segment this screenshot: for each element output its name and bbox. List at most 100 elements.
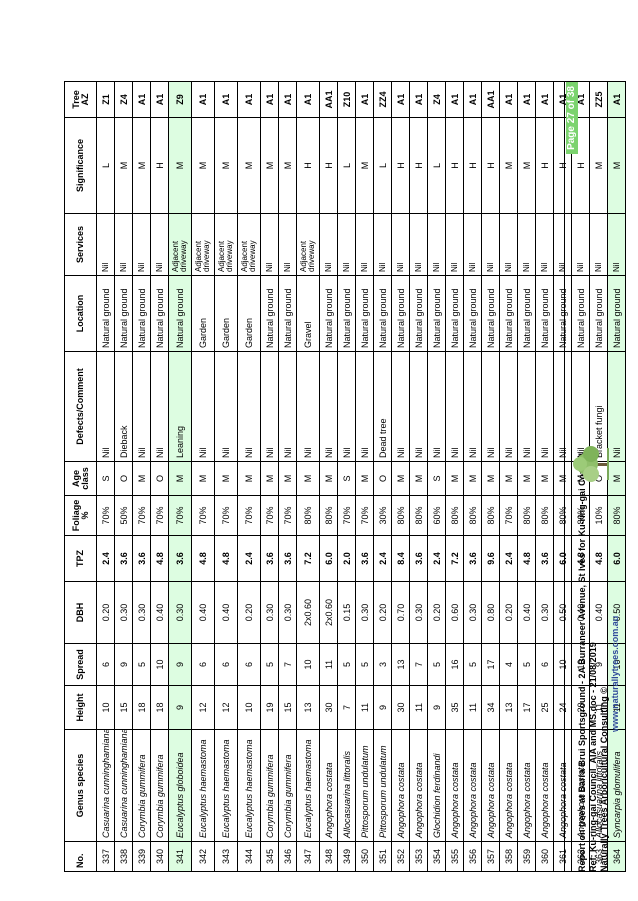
services-cell: Adjacent driveway [214, 213, 238, 276]
spread-cell: 17 [481, 643, 500, 686]
table-row: 354 Glochidion ferdinandi 9 5 0.20 2.4 60% S Nil… [427, 81, 446, 872]
defects-cell: Nil [319, 351, 338, 462]
services-cell: Nil [114, 213, 133, 276]
footer-website-link[interactable]: www.naturallytrees.com.au [610, 615, 620, 732]
services-cell: Adjacent driveway [191, 213, 215, 276]
tree-az-cell: A1 [535, 81, 554, 118]
spread-cell: 6 [214, 643, 238, 686]
tree-assessment-table: No. Genus species Height Spread DBH TPZ … [64, 81, 626, 872]
height-cell: 11 [463, 685, 482, 730]
tpz-cell: 4.8 [150, 535, 169, 582]
location-cell: Natural ground [355, 275, 374, 352]
height-cell: 13 [296, 685, 320, 730]
tpz-cell: 4.8 [517, 535, 536, 582]
header-genus-species: Genus species [64, 729, 97, 842]
row-number: 337 [96, 841, 115, 872]
table-row: 353 Angophora costata 11 7 0.30 3.6 80% M Nil Nat… [409, 81, 428, 872]
table-row: 342 Eucalyptus haemastoma 12 6 0.40 4.8 70% M Ni… [191, 81, 215, 872]
row-number: 342 [191, 841, 215, 872]
footer-divider [564, 82, 565, 872]
significance-cell: L [96, 117, 115, 214]
foliage-cell: 70% [132, 495, 151, 536]
foliage-cell: 70% [278, 495, 297, 536]
foliage-cell: 80% [517, 495, 536, 536]
spread-cell: 3 [373, 643, 392, 686]
age-class-cell: M [168, 461, 192, 496]
tpz-cell: 3.6 [114, 535, 133, 582]
dbh-cell: 0.20 [96, 581, 115, 644]
height-cell: 9 [373, 685, 392, 730]
defects-cell: Nil [427, 351, 446, 462]
spread-cell: 6 [96, 643, 115, 686]
tpz-cell: 2.4 [499, 535, 518, 582]
services-cell: Nil [535, 213, 554, 276]
genus-species-cell: Angophora costata [481, 729, 500, 842]
table-header-row: No. Genus species Height Spread DBH TPZ … [64, 81, 97, 872]
tpz-cell: 2.4 [96, 535, 115, 582]
significance-cell: M [499, 117, 518, 214]
dbh-cell: 0.30 [168, 581, 192, 644]
genus-species-cell: Angophora costata [319, 729, 338, 842]
foliage-cell: 80% [535, 495, 554, 536]
defects-cell: Nil [481, 351, 500, 462]
genus-species-cell: Corymbia gummifera [278, 729, 297, 842]
services-cell: Nil [319, 213, 338, 276]
age-class-cell: M [191, 461, 215, 496]
genus-species-cell: Eucalyptus haemastoma [237, 729, 261, 842]
table-row: 339 Corymbia gummifera 18 5 0.30 3.6 70% M Nil Na… [132, 81, 151, 872]
tpz-cell: 7.2 [445, 535, 464, 582]
table-row: 350 Pittosporum undulatum 11 5 0.30 3.6 70% M Ni… [355, 81, 374, 872]
tpz-cell: 9.6 [481, 535, 500, 582]
age-class-cell: M [355, 461, 374, 496]
tree-az-cell: A1 [517, 81, 536, 118]
age-class-cell: M [319, 461, 338, 496]
location-cell: Natural ground [463, 275, 482, 352]
tree-az-cell: AA1 [319, 81, 338, 118]
significance-cell: H [481, 117, 500, 214]
tpz-cell: 2.4 [237, 535, 261, 582]
tpz-cell: 7.2 [296, 535, 320, 582]
tpz-cell: 3.6 [535, 535, 554, 582]
services-cell: Nil [355, 213, 374, 276]
spread-cell: 7 [278, 643, 297, 686]
spread-cell: 10 [150, 643, 169, 686]
foliage-cell: 70% [337, 495, 356, 536]
location-cell: Natural ground [114, 275, 133, 352]
location-cell: Natural ground [319, 275, 338, 352]
defects-cell: Nil [355, 351, 374, 462]
row-number: 351 [373, 841, 392, 872]
foliage-cell: 70% [191, 495, 215, 536]
spread-cell: 5 [427, 643, 446, 686]
age-class-cell: S [427, 461, 446, 496]
tpz-cell: 4.8 [214, 535, 238, 582]
dbh-cell: 0.20 [237, 581, 261, 644]
services-cell: Adjacent driveway [237, 213, 261, 276]
foliage-cell: 80% [391, 495, 410, 536]
age-class-cell: M [517, 461, 536, 496]
dbh-cell: 0.70 [391, 581, 410, 644]
location-cell: Natural ground [337, 275, 356, 352]
age-class-cell: M [391, 461, 410, 496]
genus-species-cell: Corymbia gummifera [150, 729, 169, 842]
genus-species-cell: Corymbia gummifera [260, 729, 279, 842]
significance-cell: M [168, 117, 192, 214]
location-cell: Natural ground [132, 275, 151, 352]
location-cell: Natural ground [391, 275, 410, 352]
services-cell: Nil [409, 213, 428, 276]
tree-az-cell: A1 [132, 81, 151, 118]
dbh-cell: 0.40 [150, 581, 169, 644]
row-number: 356 [463, 841, 482, 872]
foliage-cell: 80% [445, 495, 464, 536]
spread-cell: 9 [114, 643, 133, 686]
tpz-cell: 3.6 [409, 535, 428, 582]
age-class-cell: O [373, 461, 392, 496]
genus-species-cell: Allocasuarina littoralis [337, 729, 356, 842]
genus-species-cell: Casuarina cunninghamiana [96, 729, 115, 842]
location-cell: Garden [237, 275, 261, 352]
location-cell: Natural ground [427, 275, 446, 352]
foliage-cell: 70% [168, 495, 192, 536]
defects-cell: Nil [214, 351, 238, 462]
significance-cell: H [463, 117, 482, 214]
tree-az-cell: A1 [150, 81, 169, 118]
